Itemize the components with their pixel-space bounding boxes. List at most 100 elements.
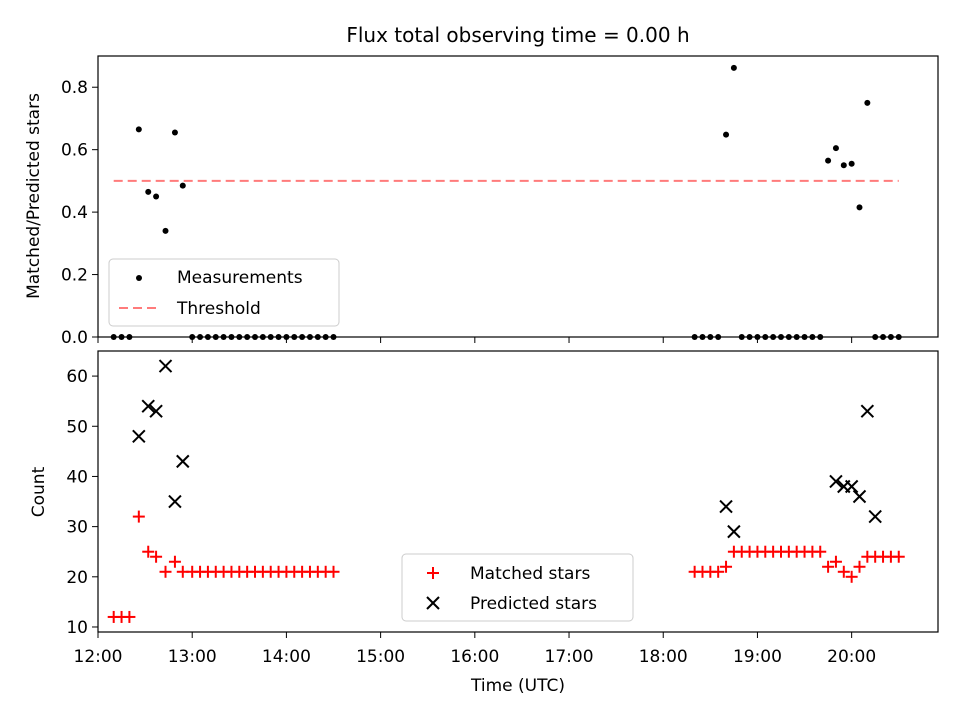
predicted-star-point-b: [719, 499, 733, 514]
predicted-star-point: [868, 509, 882, 524]
top-legend-box: [108, 258, 340, 327]
predicted-star-point: [852, 489, 867, 504]
top-legend: Measurements Threshold: [108, 258, 340, 327]
top-y-axis-label: Matched/Predicted stars: [24, 93, 44, 299]
bottom-y-tick-label: 60: [66, 367, 88, 387]
matched-star-point: [720, 560, 733, 573]
legend-cross: [426, 596, 440, 610]
matched-star-point: [822, 560, 835, 573]
predicted-star-point-b: [168, 494, 182, 509]
predicted-stars-series: [132, 359, 882, 539]
predicted-star-point-b: [727, 524, 741, 539]
measurement-point: [162, 227, 169, 234]
predicted-star-point: [149, 404, 163, 418]
matched-star-point: [123, 610, 136, 623]
bottom-y-tick-label: 30: [66, 518, 88, 538]
matched-star-point: [845, 570, 858, 583]
bottom-x-tick-label: 19:00: [733, 647, 782, 667]
matched-star-point: [327, 565, 340, 578]
bottom-panel: 10 20 30 40 50 60 12:00 13:00 14:00 15:00 16:00 17…: [29, 350, 939, 696]
top-y-tick-label: 0.8: [61, 78, 88, 98]
legend-cross-b: [426, 596, 440, 610]
measurement-point: [832, 145, 839, 152]
bottom-x-axis-label: Time (UTC): [470, 676, 565, 696]
predicted-star-point-b: [141, 399, 155, 413]
top-x-axis: [97, 337, 853, 343]
measurement-point: [825, 157, 832, 164]
bottom-x-tick-label: 15:00: [356, 647, 405, 667]
predicted-star-point-b: [852, 489, 867, 504]
matched-star-point: [814, 545, 827, 558]
top-y-tick-label: 0.6: [61, 141, 88, 161]
bottom-y-tick-label: 50: [66, 417, 88, 437]
predicted-star-point: [158, 359, 173, 373]
measurement-point: [856, 204, 863, 211]
measurement-point: [840, 162, 847, 169]
bottom-x-tick-label: 20:00: [827, 647, 876, 667]
measurement-point: [135, 126, 142, 133]
matched-star-point: [853, 560, 866, 573]
legend-measurements-label: Measurements: [177, 268, 303, 288]
matched-star-point: [168, 555, 181, 568]
bottom-x-tick-label: 14:00: [262, 647, 311, 667]
bottom-y-axis-label: Count: [29, 466, 49, 517]
bottom-x-tick-label: 16:00: [450, 647, 499, 667]
legend-measurements-marker: [136, 275, 142, 281]
matched-star-point: [159, 565, 172, 578]
predicted-star-point-b: [149, 404, 163, 418]
predicted-star-point-b: [860, 404, 875, 418]
matched-star-point: [892, 550, 905, 563]
bottom-x-axis: 12:00 13:00 14:00 15:00 16:00 17:00 18:00 19:00…: [74, 632, 876, 667]
legend-matched-label: Matched stars: [470, 564, 590, 584]
top-plot-frame: [97, 55, 939, 338]
legend-plus: [427, 567, 439, 579]
bottom-y-axis: 10 20 30 40 50 60: [66, 367, 98, 638]
legend-predicted-label: Predicted stars: [470, 594, 597, 614]
top-y-tick-label: 0.0: [61, 328, 88, 348]
predicted-star-point-b: [829, 474, 843, 489]
top-y-tick-label: 0.4: [61, 203, 88, 223]
predicted-star-point: [168, 494, 182, 509]
matched-star-point: [712, 565, 725, 578]
chart-title: Flux total observing time = 0.00 h: [346, 23, 689, 47]
predicted-star-point: [132, 429, 146, 444]
legend-matched-marker: [427, 567, 439, 579]
measurement-point: [179, 182, 186, 189]
matched-star-point: [132, 510, 145, 523]
measurement-point: [848, 160, 855, 167]
predicted-star-point: [719, 499, 733, 514]
matched-star-point: [829, 555, 842, 568]
legend-predicted-marker: [426, 596, 440, 610]
matched-star-point: [142, 545, 155, 558]
predicted-star-point-b: [176, 454, 190, 469]
predicted-star-point-b: [132, 429, 146, 444]
matched-star-point: [150, 550, 163, 563]
matched-star-point: [837, 565, 850, 578]
predicted-star-point: [829, 474, 843, 489]
predicted-star-point-b: [868, 509, 882, 524]
bottom-plot-frame: [97, 350, 939, 633]
bottom-x-tick-label: 12:00: [74, 647, 123, 667]
bottom-legend: Matched stars Predicted stars: [401, 553, 634, 622]
predicted-star-point: [844, 479, 859, 494]
bottom-x-tick-label: 13:00: [168, 647, 217, 667]
predicted-star-point: [176, 454, 190, 469]
legend-threshold-label: Threshold: [176, 299, 261, 319]
predicted-star-point-b: [844, 479, 859, 494]
bottom-x-tick-label: 17:00: [545, 647, 594, 667]
bottom-y-tick-label: 40: [66, 467, 88, 487]
top-y-tick-label: 0.2: [61, 266, 88, 286]
measurement-point: [145, 188, 152, 195]
bottom-legend-box: [401, 553, 634, 622]
measurement-point: [723, 131, 730, 138]
bottom-y-tick-label: 20: [66, 568, 88, 588]
top-y-axis: 0.0 0.2 0.4 0.6 0.8: [61, 78, 98, 348]
measurement-point: [153, 193, 160, 200]
measurement-point: [730, 64, 737, 71]
measurement-point: [171, 129, 178, 136]
predicted-star-point: [860, 404, 875, 418]
predicted-star-point: [727, 524, 741, 539]
matched-stars-series: [107, 510, 905, 623]
predicted-star-point: [141, 399, 155, 413]
